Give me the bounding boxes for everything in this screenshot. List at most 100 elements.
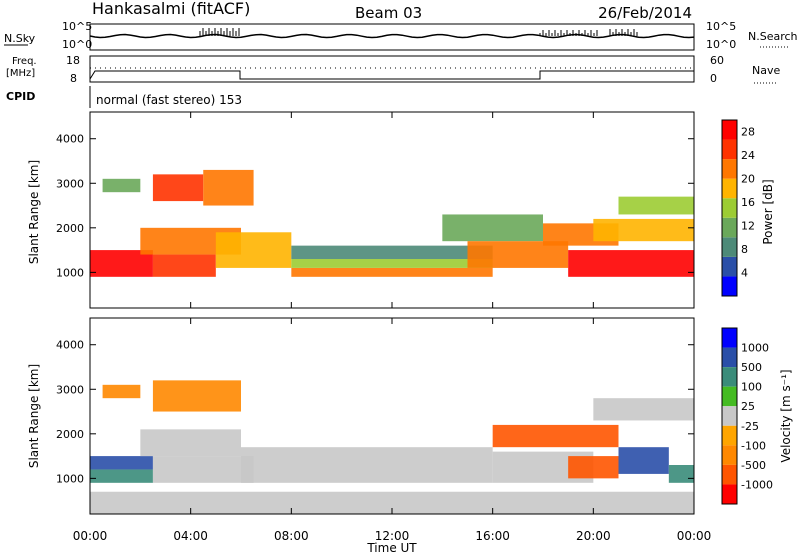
freq-label-2: [MHz] [6, 68, 35, 79]
count-tick-bottom-left: 10^0 [62, 38, 92, 51]
velocity-colorbar-swatch [722, 406, 737, 426]
power-region-4 [291, 267, 493, 277]
nsky-label: N.Sky [4, 32, 36, 45]
power-colorbar-tick: 16 [741, 196, 755, 209]
velocity-region-0 [90, 469, 153, 483]
power-y-axis-label: Slant Range [km] [27, 160, 41, 264]
power-colorbar-swatch [722, 276, 737, 296]
velocity-colorbar-tick: 500 [741, 361, 762, 374]
velocity-region-10 [593, 398, 694, 421]
velocity-colorbar-swatch [722, 484, 737, 504]
velocity-heatmap [90, 380, 694, 514]
power-colorbar-swatch [722, 217, 737, 238]
velocity-colorbar-label: Velocity [m s⁻¹] [779, 369, 793, 462]
power-colorbar: 4 8 12 16 20 24 28 [721, 119, 755, 297]
power-region-6 [291, 245, 493, 259]
power-region-15 [618, 196, 694, 215]
y-tick-label: 4000 [56, 339, 84, 352]
velocity-region-4 [241, 447, 493, 483]
velocity-colorbar-swatch [722, 445, 737, 465]
power-colorbar-tick: 20 [741, 173, 755, 186]
x-axis-label: Time UT [366, 541, 417, 554]
velocity-y-axis-label: Slant Range [km] [27, 364, 41, 468]
velocity-colorbar-swatch [722, 425, 737, 446]
x-tick-label: 20:00 [576, 529, 611, 543]
count-tick-top-left: 10^5 [62, 20, 92, 33]
velocity-region-7 [568, 456, 619, 479]
power-colorbar-tick: 28 [741, 126, 755, 139]
power-colorbar-frame [721, 119, 738, 297]
x-tick-label: 16:00 [475, 529, 510, 543]
freq-label-1: Freq. [12, 56, 37, 67]
station-title: Hankasalmi (fitACF) [92, 0, 250, 18]
power-region-14 [102, 178, 141, 193]
cpid-label: CPID [6, 90, 35, 103]
velocity-region-12 [102, 384, 141, 399]
power-heatmap [90, 169, 694, 277]
count-tick-top-right: 10^5 [706, 20, 736, 33]
count-tick-bottom-right: 10^0 [706, 38, 736, 51]
velocity-colorbar-frame [721, 327, 738, 505]
velocity-colorbar-swatch [722, 464, 737, 485]
power-colorbar-swatch [722, 120, 737, 140]
date-title: 26/Feb/2014 [598, 4, 692, 22]
velocity-colorbar-tick: -500 [741, 459, 766, 472]
power-colorbar-swatch [722, 237, 737, 257]
power-colorbar-tick: 4 [741, 267, 748, 280]
x-tick-label: 00:00 [73, 529, 108, 543]
velocity-region-2 [152, 456, 254, 483]
x-tick-label: 12:00 [375, 529, 410, 543]
freq-panel-frame [89, 55, 695, 83]
power-colorbar-tick: 8 [741, 243, 748, 256]
power-region-10 [568, 250, 694, 277]
velocity-colorbar-tick: -1000 [741, 478, 773, 491]
count-bars [89, 28, 695, 39]
power-region-13 [203, 169, 254, 206]
power-region-11 [593, 218, 694, 242]
x-tick-label: 08:00 [274, 529, 309, 543]
velocity-colorbar-swatch [722, 386, 737, 407]
count-panel-frame [89, 23, 695, 51]
y-tick-label: 1000 [56, 472, 84, 485]
freq-tick-top: 18 [66, 54, 80, 67]
power-colorbar-tick: 24 [741, 149, 755, 162]
velocity-axes: 1000 2000 3000 4000 00:00 04:00 08:00 12:00 16:0… [56, 318, 711, 543]
velocity-colorbar-tick: 1000 [741, 342, 769, 355]
power-colorbar-swatch [722, 159, 737, 179]
velocity-colorbar-swatch [722, 367, 737, 387]
y-tick-label: 3000 [56, 177, 84, 190]
nave-tick-top: 60 [710, 54, 724, 67]
velocity-colorbar-tick: -25 [741, 420, 759, 433]
velocity-region-9 [668, 465, 694, 483]
power-colorbar-swatch [722, 178, 737, 199]
freq-line [89, 70, 694, 80]
power-colorbar-tick: 12 [741, 220, 755, 233]
velocity-region-13 [90, 491, 694, 514]
power-region-7 [442, 214, 543, 242]
velocity-colorbar-swatch [722, 328, 737, 348]
power-region-1 [152, 254, 216, 277]
power-colorbar-swatch [722, 256, 737, 277]
power-region-12 [152, 174, 204, 202]
power-region-0 [90, 250, 153, 277]
power-region-5 [291, 259, 493, 268]
power-colorbar-swatch [722, 198, 737, 218]
y-tick-label: 3000 [56, 383, 84, 396]
power-axes: 1000 2000 3000 4000 [56, 112, 695, 308]
velocity-region-11 [152, 380, 241, 412]
power-region-8 [467, 241, 569, 268]
nave-tick-bottom: 0 [710, 72, 717, 85]
power-region-3 [215, 232, 292, 268]
power-panel-frame [89, 111, 695, 309]
power-colorbar-swatch [722, 139, 737, 160]
nave-label: Nave [752, 64, 780, 77]
y-tick-label: 2000 [56, 428, 84, 441]
freq-tick-bottom: 8 [70, 72, 77, 85]
velocity-colorbar: 1000 500 100 25 -25 -100 -500 -1000 [721, 327, 773, 505]
x-tick-label: 04:00 [173, 529, 208, 543]
y-tick-label: 1000 [56, 266, 84, 279]
nsearch-label: N.Search [748, 30, 798, 43]
power-colorbar-label: Power [dB] [761, 179, 775, 244]
y-tick-label: 4000 [56, 133, 84, 146]
